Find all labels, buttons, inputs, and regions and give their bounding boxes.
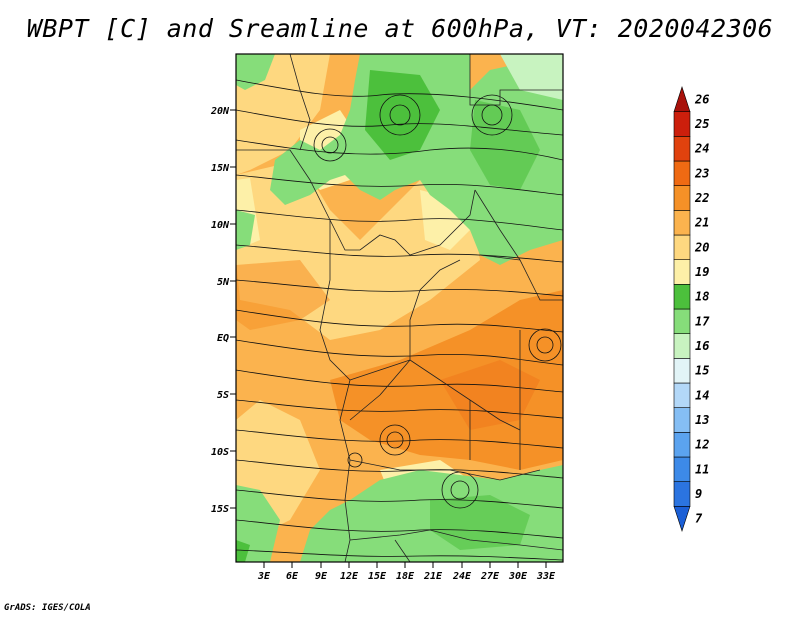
lat-label-15s: 15S	[211, 504, 229, 515]
colorbar-label: 24	[694, 142, 709, 156]
colorbar-swatch	[673, 136, 691, 162]
lon-label-3e: 3E	[257, 571, 271, 582]
longitude-axis	[263, 562, 547, 568]
colorbar-swatch	[673, 210, 691, 236]
latitude-axis	[230, 109, 236, 509]
colorbar-label: 18	[695, 290, 709, 304]
colorbar-label: 7	[695, 512, 703, 526]
colorbar-swatch	[673, 111, 691, 137]
lon-label-27e: 27E	[480, 571, 500, 582]
longitude-labels: 3E 6E 9E 12E 15E 18E 21E 24E 27E 30E 33E	[257, 571, 556, 582]
colorbar-label: 21	[694, 216, 709, 230]
wbpt-shading	[236, 54, 563, 562]
colorbar-label: 23	[694, 166, 709, 180]
lat-label-5n: 5N	[217, 277, 230, 288]
colorbar-swatch	[673, 284, 691, 310]
colorbar: 7 9 11 12 13 14 15 16 17 18 19 20 21 22 23 24 25 26	[673, 86, 710, 532]
colorbar-label: 26	[694, 92, 709, 106]
lat-label-15n: 15N	[211, 163, 230, 174]
colorbar-swatch	[673, 234, 691, 260]
lat-label-eq: EQ	[217, 333, 229, 344]
orange-east	[330, 290, 563, 470]
country-borders	[236, 54, 563, 562]
colorbar-swatch	[673, 185, 691, 211]
lat-label-5s: 5S	[217, 390, 229, 401]
lon-label-6e: 6E	[286, 571, 299, 582]
lon-label-30e: 30E	[508, 571, 528, 582]
colorbar-swatch	[673, 432, 691, 458]
colorbar-label: 20	[694, 240, 709, 254]
colorbar-label: 15	[695, 364, 709, 378]
colorbar-label: 14	[695, 388, 709, 402]
colorbar-swatch	[673, 308, 691, 334]
colorbar-label: 25	[694, 117, 709, 131]
colorbar-swatch	[673, 160, 691, 186]
lon-label-33e: 33E	[536, 571, 556, 582]
colorbar-label: 13	[695, 413, 709, 427]
colorbar-swatch	[673, 456, 691, 482]
lat-label-10s: 10S	[211, 447, 229, 458]
lat-label-10n: 10N	[211, 220, 230, 231]
latitude-labels: 20N 15N 10N 5N EQ 5S 10S 15S	[210, 106, 230, 515]
colorbar-swatch	[673, 358, 691, 384]
colorbar-label: 9	[695, 487, 702, 501]
lon-label-15e: 15E	[368, 571, 387, 582]
colorbar-swatch	[673, 506, 691, 532]
credit-label: GrADS: IGES/COLA	[4, 603, 91, 613]
colorbar-swatch	[673, 333, 691, 359]
colorbar-swatch	[673, 407, 691, 433]
colorbar-label: 19	[695, 265, 709, 279]
lon-label-12e: 12E	[340, 571, 359, 582]
colorbar-label: 22	[694, 191, 709, 205]
lon-label-24e: 24E	[452, 571, 472, 582]
lon-label-21e: 21E	[423, 571, 443, 582]
map-frame	[235, 53, 564, 563]
colorbar-label: 12	[695, 438, 709, 452]
colorbar-label: 17	[695, 314, 710, 328]
colorbar-swatch	[673, 481, 691, 507]
lon-label-18e: 18E	[396, 571, 415, 582]
lat-label-20n: 20N	[210, 106, 230, 117]
colorbar-label: 11	[695, 462, 709, 476]
colorbar-swatch	[673, 86, 691, 112]
colorbar-swatch	[673, 259, 691, 285]
colorbar-swatch	[673, 382, 691, 408]
lon-label-9e: 9E	[315, 571, 328, 582]
colorbar-label: 16	[695, 339, 709, 353]
map-title: WBPT [C] and Sreamline at 600hPa, VT: 20…	[26, 14, 774, 43]
